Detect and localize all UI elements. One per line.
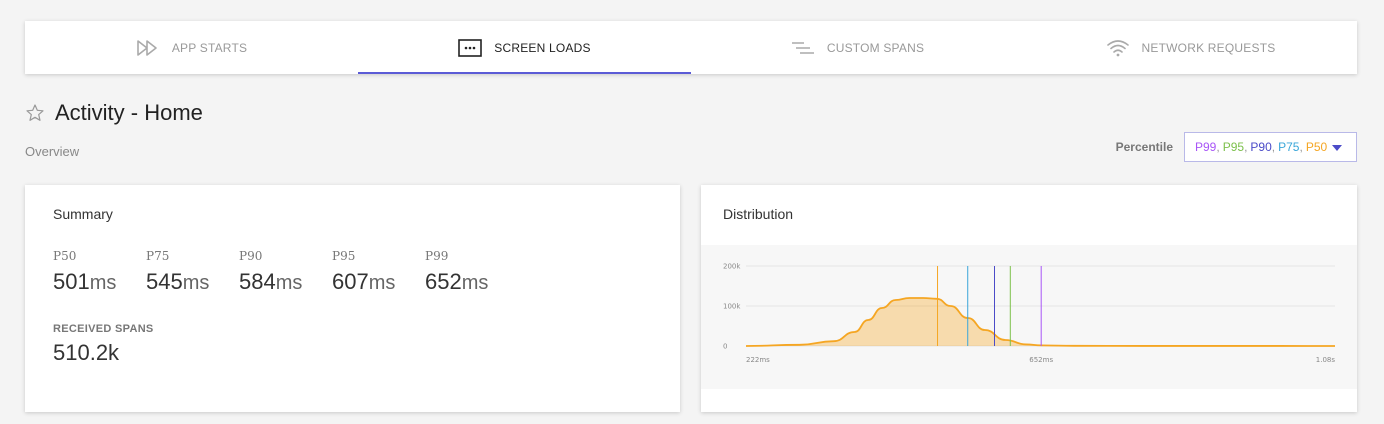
stat-unit: ms	[368, 272, 396, 294]
percentile-option-p99: P99	[1195, 140, 1217, 154]
stat-value: 584	[239, 269, 276, 294]
distribution-area	[746, 298, 1335, 346]
y-tick-label: 200k	[723, 263, 741, 271]
star-icon[interactable]	[25, 103, 45, 123]
percentile-stats: P50 501ms P75 545ms P90 584ms P95 607ms …	[53, 249, 518, 295]
percentile-label: Percentile	[1115, 140, 1173, 154]
stat-unit: ms	[275, 272, 303, 294]
stat-value: 545	[146, 269, 183, 294]
page-header: Activity - Home	[25, 100, 203, 126]
y-tick-label: 0	[723, 343, 727, 351]
distribution-chart: 0 100k 200k 222ms 652ms 1.08s	[701, 245, 1357, 389]
distribution-chart-svg: 0 100k 200k 222ms 652ms 1.08s	[723, 263, 1336, 365]
received-spans-label: RECEIVED SPANS	[53, 323, 154, 335]
distribution-title: Distribution	[723, 206, 794, 222]
stat-value: 501	[53, 269, 90, 294]
percentile-option-p95: P95	[1222, 140, 1245, 154]
stat-p50: P50 501ms	[53, 249, 146, 295]
tab-label: NETWORK REQUESTS	[1141, 40, 1276, 55]
stat-unit: ms	[461, 272, 489, 294]
tab-label: APP STARTS	[171, 40, 248, 55]
tab-app-starts[interactable]: APP STARTS	[25, 21, 358, 74]
screen-dots-icon	[458, 38, 483, 57]
tab-custom-spans[interactable]: CUSTOM SPANS	[691, 21, 1024, 74]
stat-p99: P99 652ms	[425, 249, 518, 295]
x-tick-label: 1.08s	[1316, 356, 1336, 364]
percentile-option-p75: P75	[1278, 140, 1300, 154]
stat-label: P50	[53, 249, 77, 263]
double-play-icon	[136, 39, 160, 57]
stat-unit: ms	[89, 272, 117, 294]
stat-value: 652	[425, 269, 462, 294]
tab-label: SCREEN LOADS	[494, 40, 591, 55]
summary-title: Summary	[53, 206, 113, 222]
stat-label: P95	[332, 249, 356, 263]
x-tick-label: 222ms	[746, 356, 770, 364]
page-title: Activity - Home	[55, 100, 203, 125]
page-subtitle: Overview	[25, 144, 80, 159]
tab-label: CUSTOM SPANS	[826, 40, 925, 55]
percentile-option-p90: P90	[1250, 140, 1272, 154]
wifi-icon	[1106, 39, 1130, 57]
stat-value: 607	[332, 269, 369, 294]
percentile-select[interactable]: P99, P95, P90, P75, P50	[1184, 132, 1357, 162]
distribution-line	[745, 297, 1336, 347]
stat-p75: P75 545ms	[146, 249, 239, 295]
percentile-control: Percentile P99, P95, P90, P75, P50	[1116, 132, 1357, 162]
tab-screen-loads[interactable]: SCREEN LOADS	[358, 21, 691, 74]
y-tick-label: 100k	[723, 303, 741, 311]
stat-p90: P90 584ms	[239, 249, 332, 295]
x-tick-label: 652ms	[1029, 356, 1053, 364]
distribution-card: Distribution 0 100k 200k 222ms 652ms 1.08s	[701, 185, 1357, 412]
caret-down-icon	[1332, 145, 1342, 151]
received-spans: RECEIVED SPANS 510.2k	[53, 323, 154, 366]
stat-label: P75	[146, 249, 170, 263]
stat-unit: ms	[182, 272, 210, 294]
stat-label: P90	[239, 249, 263, 263]
tab-bar: APP STARTS SCREEN LOADS CUSTOM SPANS NET…	[25, 21, 1357, 74]
tab-network-requests[interactable]: NETWORK REQUESTS	[1024, 21, 1357, 74]
stat-label: P99	[425, 249, 449, 263]
stat-p95: P95 607ms	[332, 249, 425, 295]
spans-lines-icon	[791, 39, 815, 57]
percentile-option-p50: P50	[1305, 140, 1328, 154]
percentile-selected-value: P99, P95, P90, P75, P50	[1195, 140, 1328, 154]
summary-card: Summary P50 501ms P75 545ms P90 584ms P9…	[25, 185, 680, 412]
received-spans-value: 510.2k	[53, 340, 120, 365]
